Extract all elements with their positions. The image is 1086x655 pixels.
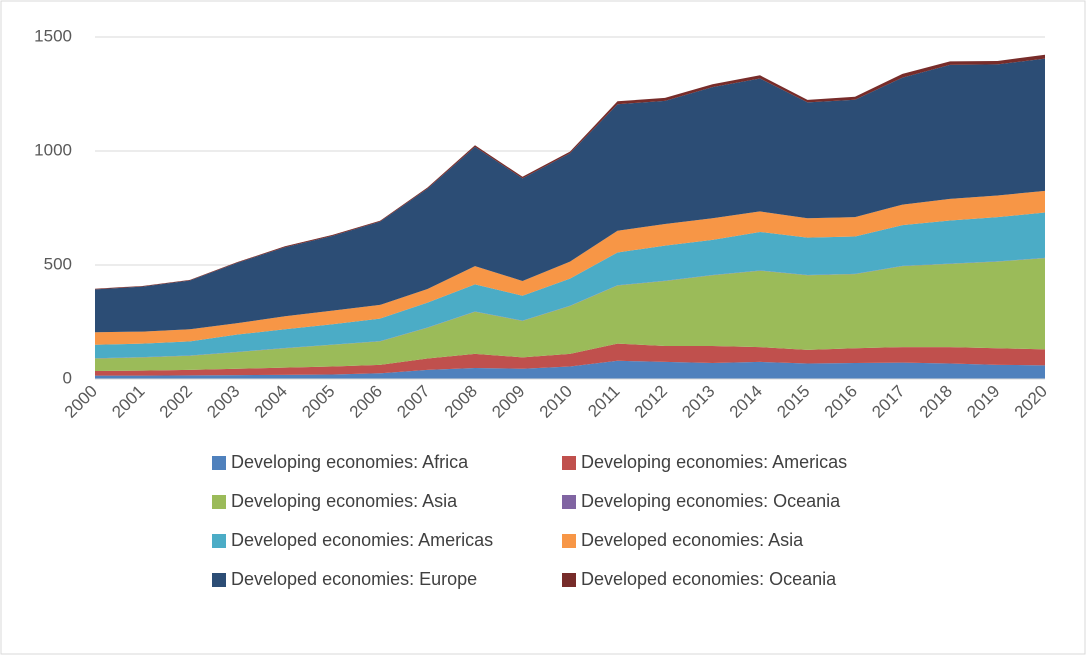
y-tick-label: 1500 [34,26,72,45]
legend-label: Developed economies: Oceania [581,569,837,589]
legend-label: Developed economies: Americas [231,530,493,550]
area [95,212,1045,359]
legend-swatch [212,534,226,548]
area [95,343,1045,376]
legend-swatch [212,573,226,587]
legend-label: Developed economies: Europe [231,569,477,589]
legend-label: Developing economies: Americas [581,452,847,472]
y-tick-label: 1000 [34,140,72,159]
legend-swatch [212,495,226,509]
legend-label: Developed economies: Asia [581,530,804,550]
legend-swatch [562,534,576,548]
y-tick-label: 500 [44,254,72,273]
legend-swatch [562,573,576,587]
legend-swatch [562,495,576,509]
legend: Developing economies: Africa Developing e… [212,452,847,589]
legend-label: Developing economies: Asia [231,491,458,511]
y-tick-label: 0 [63,368,72,387]
area [95,258,1045,372]
legend-label: Developing economies: Oceania [581,491,841,511]
area [95,58,1045,333]
area [95,190,1045,345]
legend-label: Developing economies: Africa [231,452,469,472]
legend-swatch [562,456,576,470]
legend-swatch [212,456,226,470]
